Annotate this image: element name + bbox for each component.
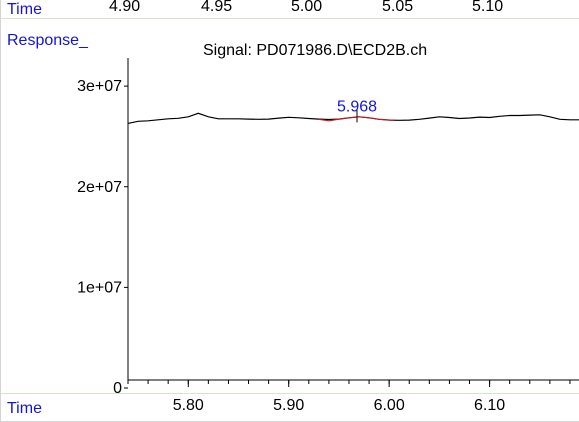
- top-time-label: Time: [7, 1, 42, 18]
- x-tick-label: 5.80: [173, 397, 204, 414]
- y-tick-label: 2e+07: [77, 179, 122, 196]
- footer-separator: [1, 393, 579, 394]
- bottom-time-label: Time: [7, 400, 42, 417]
- top-time-tick: 5.05: [382, 0, 414, 15]
- top-time-tick: 4.90: [109, 0, 141, 15]
- top-time-tick: 5.00: [291, 0, 323, 15]
- y-tick-label: 3e+07: [77, 78, 122, 95]
- top-time-tick: 4.95: [201, 0, 233, 15]
- peak-baseline-trace: [318, 116, 395, 122]
- x-tick-label: 6.00: [374, 397, 405, 414]
- response-label: Response_: [7, 32, 88, 49]
- top-time-tick: 5.10: [472, 0, 504, 15]
- header-separator: [1, 18, 579, 19]
- y-tick-label: 1e+07: [77, 279, 122, 296]
- y-tick-label: 0: [113, 380, 122, 397]
- x-tick-label: 6.10: [474, 397, 505, 414]
- x-tick-label: 5.90: [273, 397, 304, 414]
- peak-label: 5.968: [337, 98, 377, 115]
- signal-title: Signal: PD071986.D\ECD2B.ch: [203, 42, 428, 59]
